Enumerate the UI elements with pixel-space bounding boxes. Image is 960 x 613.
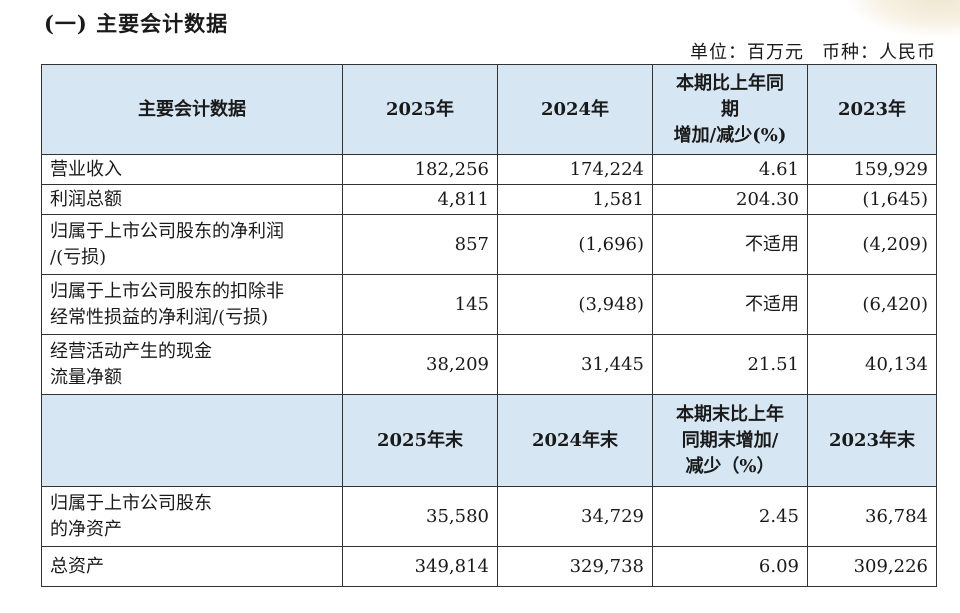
value-2025: 857: [342, 214, 498, 275]
corner-decoration: [850, 0, 960, 36]
row-label: 利润总额: [41, 184, 343, 215]
header-row-annual: 主要会计数据 2025年 2024年 本期比上年同期增加/减少(%) 2023年: [41, 64, 937, 155]
value-2025: 349,814: [342, 546, 498, 587]
value-2023: (1,645): [807, 184, 937, 215]
row-label: 经营活动产生的现金 流量净额: [41, 334, 343, 395]
header-label: 主要会计数据: [41, 64, 343, 155]
value-2025: 4,811: [342, 184, 498, 215]
row-label: 归属于上市公司股东 的净资产: [41, 486, 343, 547]
row-label: 总资产: [41, 546, 343, 587]
value-change: 21.51: [652, 334, 808, 395]
value-2023: 159,929: [807, 154, 937, 185]
value-2025: 182,256: [342, 154, 498, 185]
header-change-end: 本期末比上年 同期末增加/减少（%）: [652, 394, 808, 487]
header-2024: 2024年: [497, 64, 653, 155]
unit-line: 单位：百万元 币种：人民币: [672, 38, 936, 64]
header-row-period-end: 2025年末 2024年末 本期末比上年 同期末增加/减少（%） 2023年末: [41, 394, 937, 487]
table-row: 归属于上市公司股东 的净资产 35,580 34,729 2.45 36,784: [41, 486, 937, 547]
value-2024: 1,581: [497, 184, 653, 215]
table-row: 归属于上市公司股东的净利润/(亏损) 857 (1,696) 不适用 (4,20…: [41, 214, 937, 275]
table-row: 总资产 349,814 329,738 6.09 309,226: [41, 546, 937, 587]
value-2025: 145: [342, 274, 498, 335]
table-row: 归属于上市公司股东的扣除非 经常性损益的净利润/(亏损) 145 (3,948) …: [41, 274, 937, 335]
table-row: 经营活动产生的现金 流量净额 38,209 31,445 21.51 40,134: [41, 334, 937, 395]
value-2023: 36,784: [807, 486, 937, 547]
value-change: 204.30: [652, 184, 808, 215]
value-2024: 329,738: [497, 546, 653, 587]
header-2025: 2025年: [342, 64, 498, 155]
row-label: 营业收入: [41, 154, 343, 185]
value-2024: 31,445: [497, 334, 653, 395]
header-2023: 2023年: [807, 64, 937, 155]
value-2023: 40,134: [807, 334, 937, 395]
row-label: 归属于上市公司股东的扣除非 经常性损益的净利润/(亏损): [41, 274, 343, 335]
value-change: 2.45: [652, 486, 808, 547]
value-2024: 174,224: [497, 154, 653, 185]
unit-text: 单位：百万元: [690, 42, 804, 63]
value-2024: (3,948): [497, 274, 653, 335]
header-change: 本期比上年同期增加/减少(%): [652, 64, 808, 155]
value-2024: (1,696): [497, 214, 653, 275]
value-2025: 35,580: [342, 486, 498, 547]
value-2023: (4,209): [807, 214, 937, 275]
value-2025: 38,209: [342, 334, 498, 395]
header-2023-end: 2023年末: [807, 394, 937, 487]
header-label-blank: [41, 394, 343, 487]
value-change: 6.09: [652, 546, 808, 587]
value-2024: 34,729: [497, 486, 653, 547]
header-2025-end: 2025年末: [342, 394, 498, 487]
value-change: 不适用: [652, 214, 808, 275]
value-2023: 309,226: [807, 546, 937, 587]
table-row: 利润总额 4,811 1,581 204.30 (1,645): [41, 184, 937, 215]
value-change: 4.61: [652, 154, 808, 185]
row-label: 归属于上市公司股东的净利润/(亏损): [41, 214, 343, 275]
value-2023: (6,420): [807, 274, 937, 335]
accounting-data-table: 主要会计数据 2025年 2024年 本期比上年同期增加/减少(%) 2023年…: [41, 64, 937, 587]
section-title: (一) 主要会计数据: [44, 11, 229, 36]
currency-text: 币种：人民币: [822, 42, 936, 63]
value-change: 不适用: [652, 274, 808, 335]
header-2024-end: 2024年末: [497, 394, 653, 487]
table-row: 营业收入 182,256 174,224 4.61 159,929: [41, 154, 937, 185]
